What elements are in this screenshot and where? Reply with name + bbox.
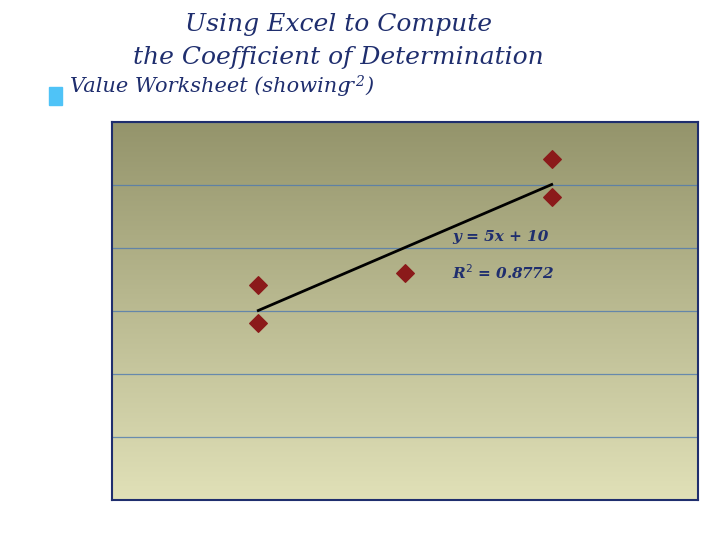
Text: y = 5x + 10: y = 5x + 10: [452, 230, 549, 244]
Text: Using Excel to Compute: Using Excel to Compute: [185, 14, 492, 37]
Point: [546, 193, 557, 201]
Y-axis label: Cars Sold: Cars Sold: [67, 270, 81, 351]
Text: 2: 2: [355, 75, 364, 89]
X-axis label: TV Ads: TV Ads: [373, 524, 437, 540]
Text: the Coefficient of Determination: the Coefficient of Determination: [133, 46, 544, 69]
Point: [546, 155, 557, 164]
Text: r: r: [343, 77, 354, 96]
Text: ): ): [365, 77, 373, 96]
Point: [253, 281, 264, 289]
Text: R$^2$ = 0.8772: R$^2$ = 0.8772: [452, 264, 554, 282]
Point: [253, 319, 264, 327]
Point: [399, 268, 410, 277]
Text: Value Worksheet (showing: Value Worksheet (showing: [70, 77, 357, 96]
